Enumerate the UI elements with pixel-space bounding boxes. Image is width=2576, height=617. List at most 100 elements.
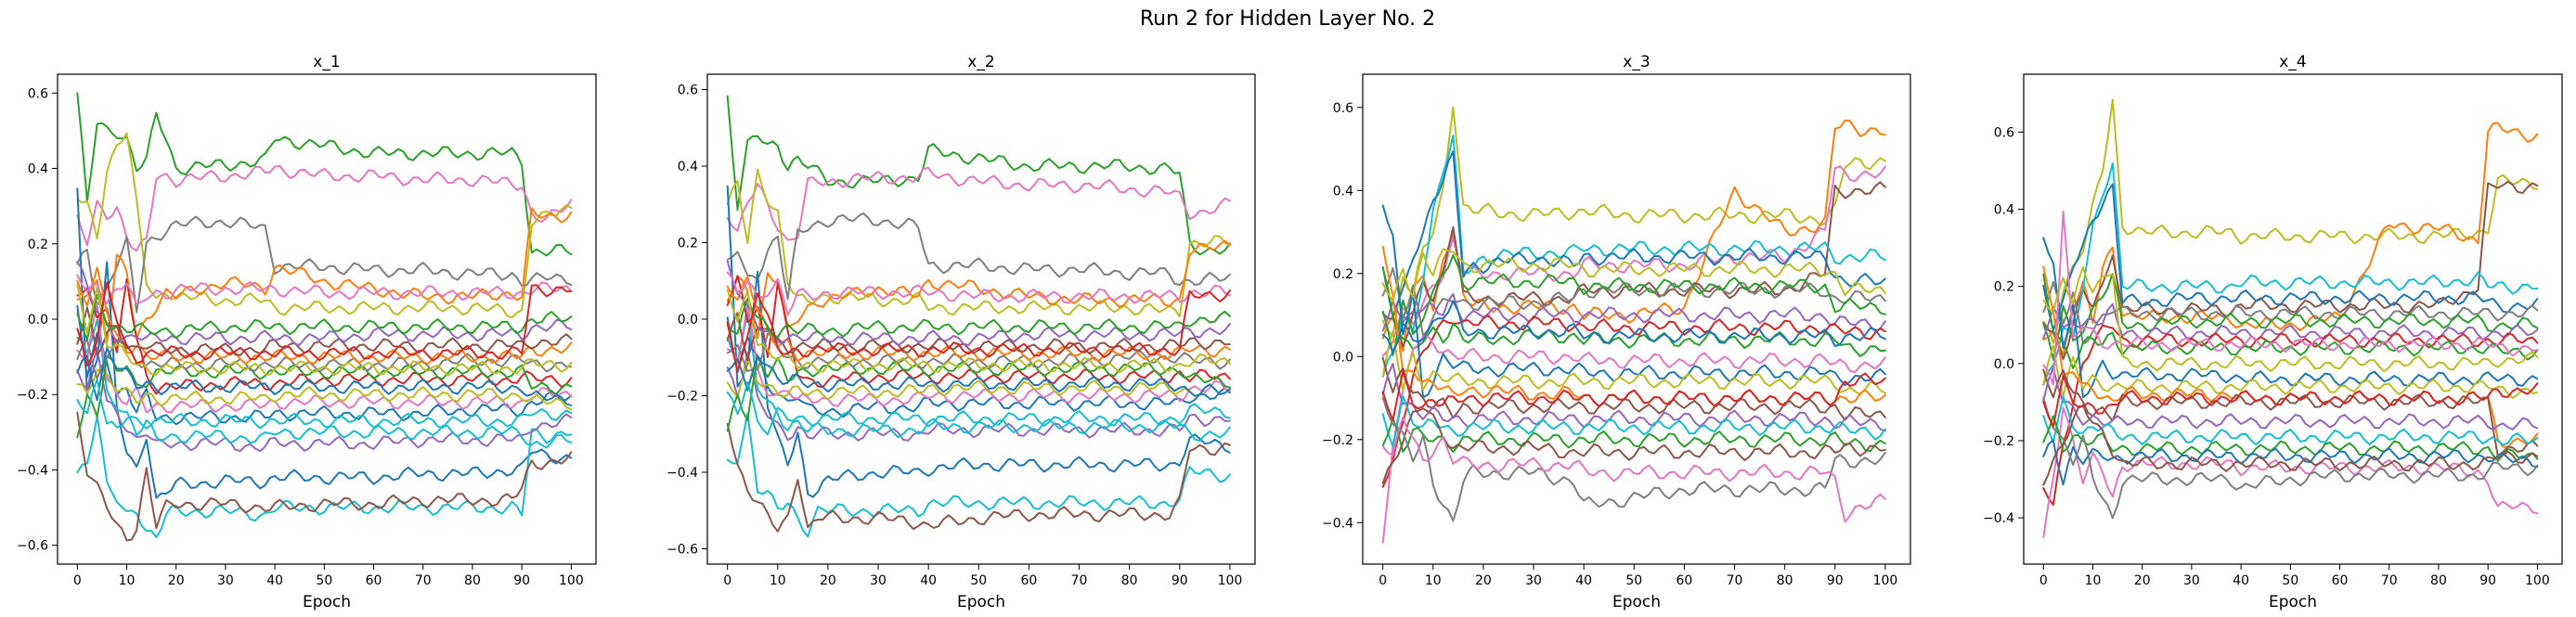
axes-frame bbox=[1362, 73, 1911, 565]
x-tick-label: 60 bbox=[2332, 573, 2349, 588]
series-line-9 bbox=[1381, 292, 1886, 333]
y-tick-label: −0.6 bbox=[667, 543, 698, 558]
series-line-12 bbox=[1381, 335, 1886, 544]
x-tick-label: 80 bbox=[464, 573, 481, 588]
y-tick-label: 0.6 bbox=[678, 84, 698, 98]
series-line-13 bbox=[2042, 344, 2539, 399]
series-line-13 bbox=[726, 358, 1231, 401]
series-line-18 bbox=[2042, 415, 2539, 462]
x-tick-label: 60 bbox=[1021, 573, 1038, 588]
x-tick-label: 50 bbox=[316, 573, 332, 588]
series-line-6 bbox=[1381, 150, 1886, 318]
x-tick-label: 80 bbox=[2430, 573, 2447, 588]
series-line-3 bbox=[76, 132, 573, 319]
series-line-1 bbox=[1381, 106, 1886, 337]
series-line-16 bbox=[1381, 356, 1886, 421]
subplot-2: 0 10 20 30 40 50 60 70 80 90 100 −0.6 −0.4 −0.2 0.0 0.2… bbox=[667, 53, 1256, 611]
x-tick-label: 90 bbox=[1827, 573, 1844, 588]
series-line-22 bbox=[1381, 417, 1886, 523]
x-tick-label: 80 bbox=[1777, 573, 1793, 588]
y-tick-label: 0.4 bbox=[28, 162, 48, 177]
series-line-12 bbox=[726, 302, 1231, 407]
subplot-3: 0 10 20 30 40 50 60 70 80 90 100 −0.4 −0.2 0.0 0.2 0.4 0… bbox=[1322, 53, 1911, 611]
series-line-16 bbox=[2042, 366, 2539, 431]
series-line-10 bbox=[2042, 406, 2539, 539]
series-line-21 bbox=[726, 271, 1231, 316]
x-tick-label: 10 bbox=[119, 573, 136, 588]
y-tick-label: 0.0 bbox=[678, 313, 698, 328]
y-tick-label: 0.2 bbox=[28, 238, 48, 252]
y-tick-label: −0.6 bbox=[17, 539, 48, 554]
x-tick-label: 20 bbox=[1475, 573, 1492, 588]
y-tick-label: −0.2 bbox=[1983, 434, 2014, 449]
series-group bbox=[2042, 98, 2539, 539]
series-line-4 bbox=[76, 215, 573, 314]
subplot-4: 0 10 20 30 40 50 60 70 80 90 100 −0.4 −0.2 0.0 0.2 0.4 0… bbox=[1983, 53, 2563, 611]
series-line-25 bbox=[1381, 248, 1886, 302]
series-line-13 bbox=[76, 368, 573, 410]
series-group bbox=[1381, 106, 1886, 544]
figure-suptitle: Run 2 for Hidden Layer No. 2 bbox=[1140, 7, 1435, 31]
series-line-3 bbox=[726, 168, 1231, 318]
y-tick-label: 0.0 bbox=[28, 313, 48, 328]
x-tick-label: 0 bbox=[723, 573, 731, 588]
x-tick-label: 50 bbox=[1625, 573, 1642, 588]
x-tick-label: 0 bbox=[2039, 573, 2048, 588]
series-line-17 bbox=[2042, 395, 2539, 446]
y-tick-label: 0.0 bbox=[1994, 357, 2014, 372]
series-line-2 bbox=[726, 166, 1231, 241]
x-tick-label: 100 bbox=[559, 573, 584, 588]
series-line-2 bbox=[1381, 119, 1886, 353]
y-tick-label: 0.6 bbox=[1994, 125, 2014, 140]
series-line-6 bbox=[726, 185, 1231, 498]
series-line-7 bbox=[2042, 273, 2539, 361]
series-line-23 bbox=[76, 283, 573, 377]
x-tick-label: 70 bbox=[1071, 573, 1088, 588]
series-line-11 bbox=[726, 316, 1231, 418]
x-tick-label: 20 bbox=[168, 573, 185, 588]
series-line-14 bbox=[1381, 330, 1886, 395]
series-line-7 bbox=[726, 412, 1231, 538]
series-line-7 bbox=[76, 415, 573, 538]
series-line-7 bbox=[1381, 266, 1886, 337]
series-line-10 bbox=[76, 318, 573, 449]
series-line-24 bbox=[2042, 265, 2539, 373]
series-line-15 bbox=[726, 354, 1231, 432]
series-line-4 bbox=[2042, 162, 2539, 386]
series-line-8 bbox=[76, 411, 573, 542]
x-tick-label: 90 bbox=[2479, 573, 2496, 588]
axes-frame bbox=[2023, 73, 2563, 565]
series-line-11 bbox=[2042, 273, 2539, 369]
series-line-21 bbox=[1381, 396, 1886, 522]
y-tick-label: 0.2 bbox=[1994, 280, 2014, 295]
series-line-20 bbox=[76, 294, 573, 341]
series-line-2 bbox=[2042, 122, 2539, 355]
x-tick-label: 70 bbox=[415, 573, 432, 588]
series-line-20 bbox=[1381, 407, 1886, 484]
x-tick-label: 60 bbox=[366, 573, 382, 588]
x-axis-label: Epoch bbox=[957, 593, 1005, 611]
series-group bbox=[726, 95, 1231, 538]
x-tick-label: 0 bbox=[73, 573, 82, 588]
subplot-title: x_1 bbox=[313, 53, 340, 71]
series-line-23 bbox=[1381, 300, 1886, 353]
series-line-2 bbox=[76, 164, 573, 252]
x-tick-label: 40 bbox=[1575, 573, 1592, 588]
series-line-9 bbox=[2042, 324, 2539, 507]
x-tick-label: 0 bbox=[1379, 573, 1387, 588]
series-line-5 bbox=[726, 239, 1231, 340]
series-line-23 bbox=[2042, 375, 2539, 428]
y-tick-label: 0.6 bbox=[28, 86, 48, 101]
x-tick-label: 50 bbox=[970, 573, 987, 588]
x-tick-label: 50 bbox=[2282, 573, 2298, 588]
series-line-18 bbox=[1381, 395, 1886, 448]
y-tick-label: −0.4 bbox=[1983, 511, 2014, 526]
y-tick-label: −0.2 bbox=[1322, 433, 1353, 448]
y-tick-label: 0.6 bbox=[1333, 101, 1353, 116]
x-axis-label: Epoch bbox=[1612, 593, 1661, 611]
x-tick-label: 30 bbox=[870, 573, 887, 588]
series-line-8 bbox=[2042, 302, 2539, 341]
series-line-21 bbox=[2042, 404, 2539, 486]
